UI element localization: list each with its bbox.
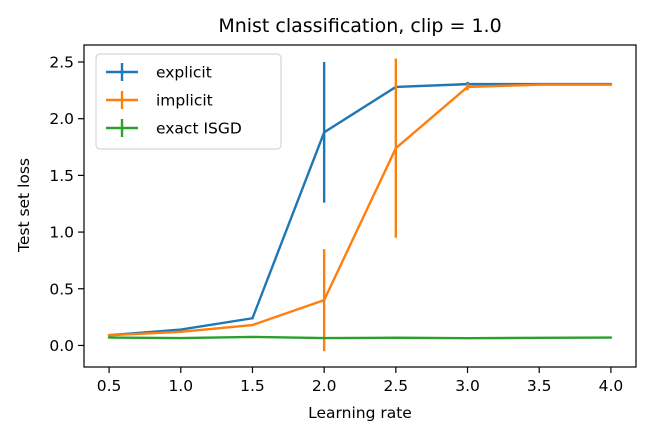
legend-label-explicit: explicit bbox=[156, 64, 212, 82]
series-line-implicit bbox=[109, 83, 611, 337]
x-tick-label: 1.5 bbox=[240, 377, 265, 395]
x-tick-label: 1.0 bbox=[168, 377, 193, 395]
x-tick-label: 2.5 bbox=[384, 377, 409, 395]
x-tick-label: 4.0 bbox=[599, 377, 624, 395]
y-axis: 0.0 0.5 1.0 1.5 2.0 2.5 bbox=[49, 54, 84, 355]
plot-area bbox=[107, 58, 613, 352]
series-line-exact-isgd bbox=[109, 335, 611, 340]
x-axis-label: Learning rate bbox=[308, 404, 412, 422]
series-implicit bbox=[107, 58, 613, 352]
legend: explicit implicit exact ISGD bbox=[95, 53, 282, 150]
y-tick-label: 1.0 bbox=[49, 224, 74, 242]
legend-label-implicit: implicit bbox=[156, 92, 213, 110]
y-tick-label: 2.5 bbox=[49, 54, 74, 72]
chart-title: Mnist classification, clip = 1.0 bbox=[218, 15, 501, 37]
x-tick-label: 3.5 bbox=[527, 377, 552, 395]
x-tick-label: 2.0 bbox=[312, 377, 337, 395]
legend-label-exact-isgd: exact ISGD bbox=[156, 120, 242, 138]
plot-frame bbox=[83, 44, 637, 368]
y-axis-label: Test set loss bbox=[15, 158, 33, 253]
x-tick-label: 0.5 bbox=[97, 377, 122, 395]
y-tick-label: 0.0 bbox=[49, 337, 74, 355]
x-tick-label: 3.0 bbox=[455, 377, 480, 395]
x-axis: 0.5 1.0 1.5 2.0 2.5 3.0 3.5 4.0 bbox=[97, 367, 623, 395]
legend-box bbox=[95, 53, 282, 150]
y-tick-label: 0.5 bbox=[49, 280, 74, 298]
y-tick-label: 1.5 bbox=[49, 167, 74, 185]
series-exact-isgd bbox=[107, 335, 613, 340]
y-tick-label: 2.0 bbox=[49, 110, 74, 128]
